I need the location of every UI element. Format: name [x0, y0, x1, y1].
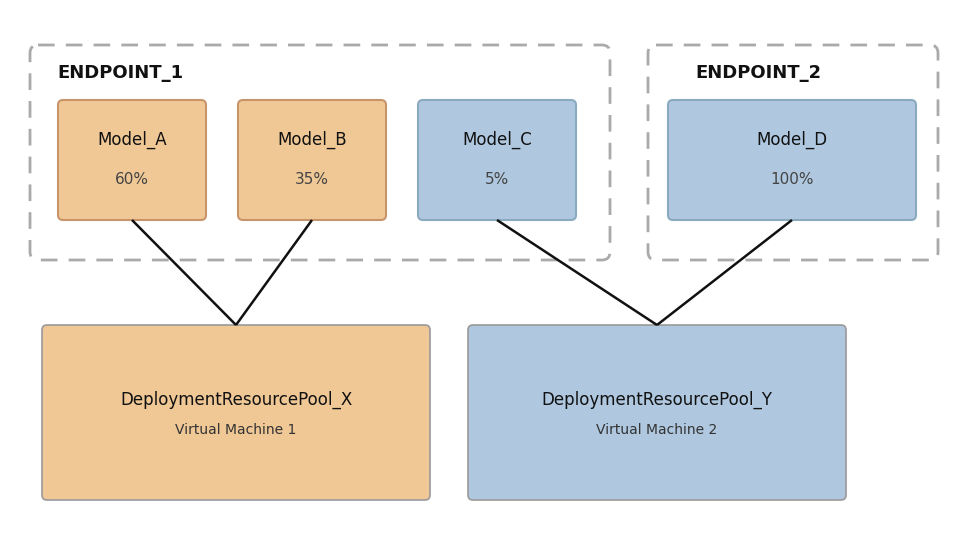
Text: ENDPOINT_1: ENDPOINT_1 — [57, 64, 183, 82]
Text: Virtual Machine 1: Virtual Machine 1 — [176, 423, 297, 437]
FancyBboxPatch shape — [668, 100, 916, 220]
FancyBboxPatch shape — [58, 100, 206, 220]
Text: DeploymentResourcePool_Y: DeploymentResourcePool_Y — [541, 391, 773, 409]
Text: 35%: 35% — [295, 172, 329, 187]
Text: Model_D: Model_D — [756, 131, 828, 149]
Text: 5%: 5% — [485, 172, 509, 187]
Text: Model_C: Model_C — [462, 131, 532, 149]
Text: 60%: 60% — [115, 172, 149, 187]
FancyBboxPatch shape — [418, 100, 576, 220]
Text: 100%: 100% — [770, 172, 814, 187]
FancyBboxPatch shape — [468, 325, 846, 500]
Text: Virtual Machine 2: Virtual Machine 2 — [596, 423, 718, 437]
Text: ENDPOINT_2: ENDPOINT_2 — [695, 64, 821, 82]
Text: Model_A: Model_A — [97, 131, 167, 149]
Text: DeploymentResourcePool_X: DeploymentResourcePool_X — [120, 391, 352, 409]
Text: Model_B: Model_B — [277, 131, 347, 149]
FancyBboxPatch shape — [42, 325, 430, 500]
FancyBboxPatch shape — [238, 100, 386, 220]
